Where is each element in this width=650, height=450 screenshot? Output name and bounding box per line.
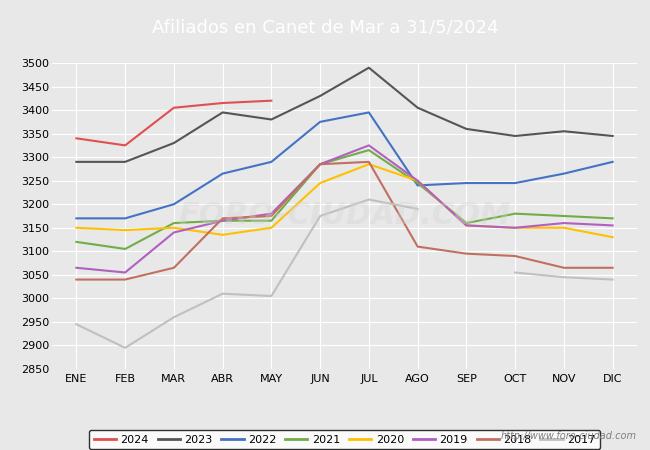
2018 bbox=[170, 265, 178, 270]
2021 bbox=[218, 218, 227, 223]
2019 bbox=[608, 223, 616, 228]
2022 bbox=[365, 110, 373, 115]
2023 bbox=[413, 105, 421, 110]
Line: 2022: 2022 bbox=[77, 112, 612, 218]
2017 bbox=[511, 270, 519, 275]
2021 bbox=[316, 162, 324, 167]
Line: 2019: 2019 bbox=[77, 145, 612, 273]
2018 bbox=[218, 216, 227, 221]
Line: 2023: 2023 bbox=[77, 68, 612, 162]
2021 bbox=[72, 239, 81, 245]
2019 bbox=[365, 143, 373, 148]
2021 bbox=[413, 180, 421, 186]
2020 bbox=[560, 225, 568, 230]
2018 bbox=[365, 159, 373, 165]
2018 bbox=[560, 265, 568, 270]
2017 bbox=[608, 277, 616, 282]
2020 bbox=[316, 180, 324, 186]
2020 bbox=[268, 225, 276, 230]
2021 bbox=[121, 246, 129, 252]
Text: Afiliados en Canet de Mar a 31/5/2024: Afiliados en Canet de Mar a 31/5/2024 bbox=[151, 18, 499, 36]
2021 bbox=[170, 220, 178, 226]
Text: http://www.foro-ciudad.com: http://www.foro-ciudad.com bbox=[501, 431, 637, 441]
Line: 2020: 2020 bbox=[77, 164, 612, 237]
2019 bbox=[121, 270, 129, 275]
Line: 2017: 2017 bbox=[515, 273, 612, 279]
2020 bbox=[511, 225, 519, 230]
2019 bbox=[72, 265, 81, 270]
2018 bbox=[268, 213, 276, 219]
Legend: 2024, 2023, 2022, 2021, 2020, 2019, 2018, 2017: 2024, 2023, 2022, 2021, 2020, 2019, 2018… bbox=[89, 430, 600, 449]
2022 bbox=[413, 183, 421, 188]
2023 bbox=[560, 129, 568, 134]
2019 bbox=[268, 211, 276, 216]
2020 bbox=[413, 178, 421, 184]
2022 bbox=[511, 180, 519, 186]
2022 bbox=[608, 159, 616, 165]
2023 bbox=[72, 159, 81, 165]
2022 bbox=[463, 180, 471, 186]
2023 bbox=[608, 133, 616, 139]
2022 bbox=[316, 119, 324, 125]
2019 bbox=[463, 223, 471, 228]
2023 bbox=[365, 65, 373, 70]
2018 bbox=[72, 277, 81, 282]
2019 bbox=[170, 230, 178, 235]
2022 bbox=[170, 202, 178, 207]
2023 bbox=[463, 126, 471, 131]
2021 bbox=[511, 211, 519, 216]
2019 bbox=[218, 218, 227, 223]
2018 bbox=[608, 265, 616, 270]
2021 bbox=[365, 148, 373, 153]
2021 bbox=[463, 220, 471, 226]
2023 bbox=[121, 159, 129, 165]
2021 bbox=[608, 216, 616, 221]
2020 bbox=[218, 232, 227, 238]
2023 bbox=[316, 93, 324, 99]
Line: 2018: 2018 bbox=[77, 162, 612, 279]
2019 bbox=[413, 178, 421, 184]
2022 bbox=[121, 216, 129, 221]
2017 bbox=[560, 274, 568, 280]
2018 bbox=[511, 253, 519, 259]
2021 bbox=[560, 213, 568, 219]
2018 bbox=[463, 251, 471, 256]
2023 bbox=[268, 117, 276, 122]
2020 bbox=[608, 234, 616, 240]
2023 bbox=[511, 133, 519, 139]
2020 bbox=[170, 225, 178, 230]
2018 bbox=[316, 162, 324, 167]
2018 bbox=[121, 277, 129, 282]
2018 bbox=[413, 244, 421, 249]
2019 bbox=[316, 162, 324, 167]
2022 bbox=[268, 159, 276, 165]
2022 bbox=[218, 171, 227, 176]
Line: 2021: 2021 bbox=[77, 150, 612, 249]
2019 bbox=[560, 220, 568, 226]
2022 bbox=[560, 171, 568, 176]
2020 bbox=[365, 162, 373, 167]
2022 bbox=[72, 216, 81, 221]
2021 bbox=[268, 218, 276, 223]
2023 bbox=[170, 140, 178, 146]
2019 bbox=[511, 225, 519, 230]
2020 bbox=[121, 227, 129, 233]
Text: FORO-CIUDAD.COM: FORO-CIUDAD.COM bbox=[178, 202, 511, 230]
2020 bbox=[72, 225, 81, 230]
2020 bbox=[463, 223, 471, 228]
2023 bbox=[218, 110, 227, 115]
